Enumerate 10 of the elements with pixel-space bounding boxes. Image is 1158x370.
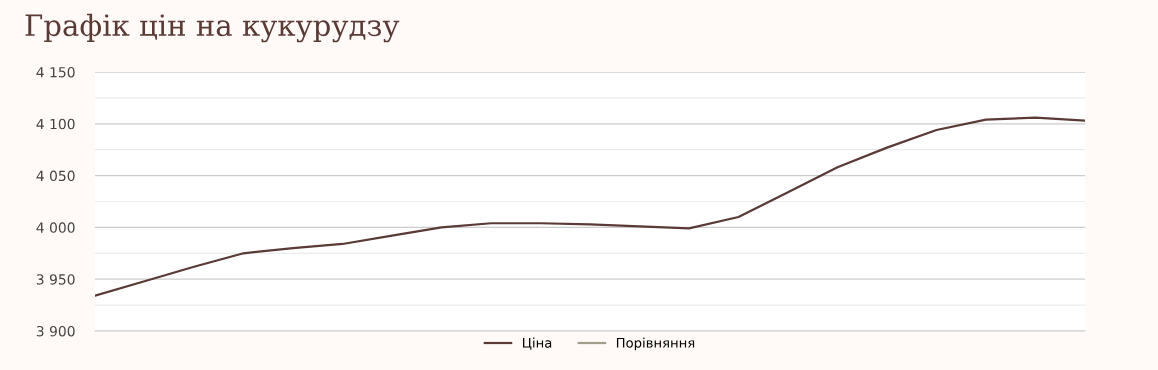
line-series bbox=[95, 116, 1085, 297]
y-tick-label: 4 100 bbox=[36, 118, 75, 130]
chart-title: Графік цін на кукурудзу bbox=[25, 13, 400, 43]
y-tick-label: 4 050 bbox=[36, 170, 75, 182]
y-tick-label: 4 150 bbox=[36, 66, 75, 78]
y-tick-label: 3 950 bbox=[36, 274, 75, 285]
y-tick-label: 4 000 bbox=[36, 222, 75, 233]
legend-label: Ціна bbox=[523, 337, 552, 350]
legend-label: Порівняння bbox=[616, 337, 695, 351]
y-tick-label: 3 900 bbox=[36, 325, 75, 337]
